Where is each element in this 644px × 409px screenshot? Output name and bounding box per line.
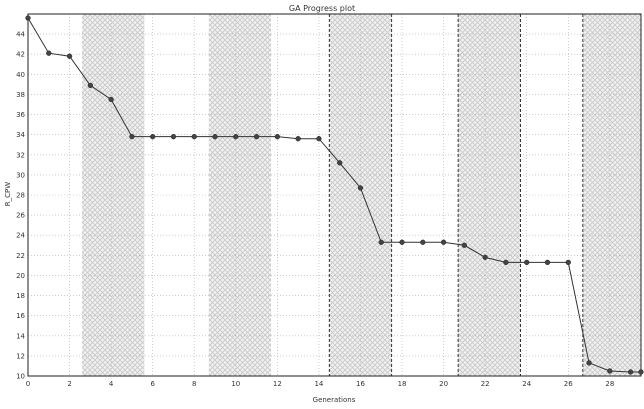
y-tick-label-16: 42 <box>16 51 25 59</box>
data-point-28 <box>607 368 613 374</box>
x-tick-label-6: 12 <box>273 380 282 388</box>
x-tick-label-4: 8 <box>192 380 196 388</box>
data-point-19 <box>420 239 426 245</box>
data-point-30 <box>638 369 644 375</box>
data-point-9 <box>212 134 218 140</box>
y-tick-label-17: 44 <box>16 31 25 39</box>
data-point-23 <box>503 259 509 266</box>
x-tick-label-12: 24 <box>522 380 531 388</box>
data-point-3 <box>87 82 93 89</box>
shaded-band-4 <box>582 14 641 376</box>
data-point-17 <box>378 239 384 245</box>
data-point-10 <box>233 134 239 140</box>
data-point-11 <box>253 134 260 140</box>
data-point-26 <box>565 259 571 266</box>
x-tick-label-2: 4 <box>109 380 114 388</box>
y-tick-label-6: 22 <box>16 252 25 260</box>
data-point-24 <box>524 259 530 266</box>
y-tick-label-5: 20 <box>16 272 25 280</box>
y-tick-label-3: 16 <box>16 312 25 320</box>
y-tick-label-12: 34 <box>16 131 25 139</box>
x-tick-label-11: 22 <box>481 380 490 388</box>
x-tick-label-0: 0 <box>26 380 30 388</box>
chart-title: GA Progress plot <box>289 4 355 13</box>
x-tick-label-13: 26 <box>564 380 573 388</box>
data-point-6 <box>150 134 156 140</box>
data-point-14 <box>316 136 322 142</box>
plot-frame <box>27 13 642 377</box>
data-point-16 <box>357 185 364 191</box>
data-point-15 <box>337 160 343 166</box>
x-tick-label-5: 10 <box>231 380 240 388</box>
data-point-2 <box>66 53 73 59</box>
data-point-0 <box>25 15 31 21</box>
y-tick-label-9: 28 <box>16 192 25 200</box>
x-tick-label-1: 2 <box>67 380 71 388</box>
shaded-band-3 <box>458 14 521 376</box>
y-tick-label-2: 14 <box>16 332 25 340</box>
data-point-12 <box>274 134 281 140</box>
y-tick-label-0: 10 <box>16 373 25 381</box>
dashed-markers <box>328 14 584 376</box>
data-point-5 <box>129 134 135 140</box>
x-tick-label-9: 18 <box>398 380 407 388</box>
y-tick-label-8: 26 <box>16 212 25 220</box>
data-point-8 <box>191 134 197 140</box>
data-point-22 <box>482 254 488 260</box>
x-tick-label-8: 16 <box>356 380 365 388</box>
data-point-20 <box>440 239 447 245</box>
x-tick-label-3: 6 <box>150 380 155 388</box>
y-tick-label-11: 32 <box>16 151 25 159</box>
y-tick-labels: 10 12 14 16 18 20 22 24 26 28 30 32 34 36 38 40 42 44 <box>16 31 25 381</box>
grid-lines <box>27 14 641 377</box>
x-tick-label-10: 20 <box>439 380 448 388</box>
y-tick-label-4: 18 <box>16 292 25 300</box>
y-tick-label-14: 38 <box>16 91 25 99</box>
y-tick-label-13: 36 <box>16 111 25 119</box>
data-point-25 <box>544 259 551 266</box>
data-point-1 <box>46 50 52 56</box>
y-tick-label-10: 30 <box>16 171 25 179</box>
y-tick-label-7: 24 <box>16 232 25 240</box>
data-point-7 <box>170 134 177 140</box>
y-axis-label: R_CPW <box>4 182 12 206</box>
series-points <box>25 15 644 375</box>
x-tick-labels: 0 2 4 6 8 10 12 14 16 18 20 22 24 26 28 <box>26 380 615 388</box>
y-tick-label-15: 40 <box>16 71 25 79</box>
data-point-13 <box>295 136 301 142</box>
data-point-21 <box>461 242 468 248</box>
y-tick-label-1: 12 <box>16 352 25 360</box>
data-point-4 <box>108 96 114 103</box>
x-axis-label: Generations <box>313 396 356 404</box>
data-point-18 <box>399 239 405 245</box>
shaded-band-1 <box>208 14 272 376</box>
x-tick-label-14: 28 <box>605 380 614 388</box>
data-point-27 <box>586 360 592 366</box>
data-point-29 <box>627 369 634 375</box>
x-tick-label-7: 14 <box>314 380 323 388</box>
